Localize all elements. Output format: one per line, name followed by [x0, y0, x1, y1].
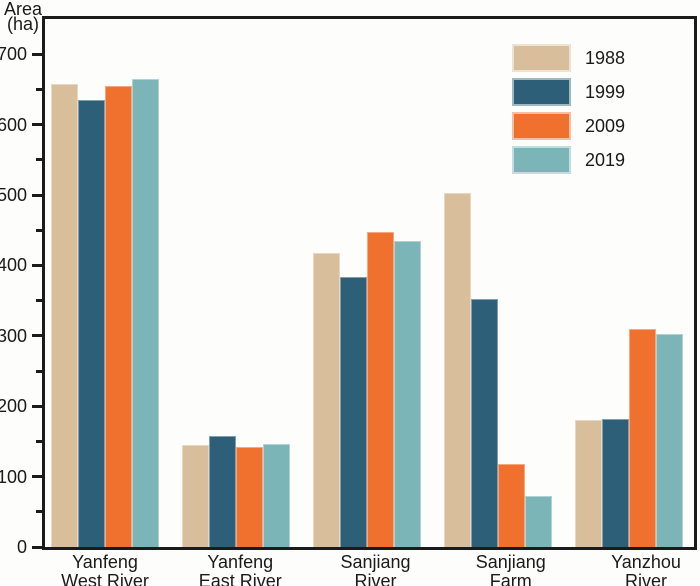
- y-axis-title-line2: (ha): [6, 14, 39, 34]
- y-minor-tick: [36, 439, 42, 443]
- bar-2019: [394, 241, 421, 547]
- category-label-line1: Yanfeng: [207, 552, 274, 572]
- legend-item: 1999: [512, 78, 625, 106]
- bar-2019: [525, 496, 552, 547]
- y-tick-label: 200: [0, 396, 27, 417]
- y-minor-tick: [36, 510, 42, 514]
- y-tick-label: 0: [16, 537, 27, 557]
- y-minor-tick: [36, 158, 42, 162]
- category-label-line1: Yanfeng: [72, 552, 138, 572]
- category-label-line1: Yanzhou: [611, 552, 681, 572]
- category-label-line1: Sanjiang: [340, 552, 411, 572]
- bar-2009: [367, 232, 394, 547]
- bar-group: [444, 19, 552, 547]
- category-label-line2: Farm: [489, 571, 532, 586]
- legend-item: 2009: [512, 112, 625, 140]
- y-major-tick: [32, 263, 42, 267]
- y-major-tick: [32, 545, 42, 549]
- bar-2009: [105, 85, 132, 547]
- bar-1999: [78, 99, 105, 547]
- legend-label: 1999: [585, 82, 626, 102]
- category-label: Yanfeng West River: [51, 553, 159, 586]
- legend-label: 2019: [585, 150, 626, 170]
- category-label-line1: Sanjiang: [475, 552, 546, 572]
- category-label: Sanjiang Farm: [457, 553, 565, 586]
- legend: 1988 1999 2009 2019: [512, 44, 625, 180]
- y-tick-label: 300: [0, 325, 27, 346]
- category-label-line2: East River: [198, 571, 282, 586]
- bar-1988: [444, 192, 471, 547]
- legend-swatch-1999: [512, 78, 571, 106]
- y-major-tick: [32, 334, 42, 338]
- bar-2009: [236, 447, 263, 547]
- y-tick-label: 100: [0, 466, 27, 487]
- bar-group: [313, 19, 421, 547]
- legend-item: 1988: [512, 44, 625, 72]
- category-label: Sanjiang River: [322, 553, 430, 586]
- legend-label: 1988: [585, 48, 626, 68]
- category-label: Yanzhou River: [592, 553, 700, 586]
- bars-container: [45, 19, 694, 547]
- y-tick-label: 600: [0, 114, 27, 135]
- category-label-line2: River: [624, 571, 667, 586]
- y-major-tick: [32, 475, 42, 479]
- y-major-tick: [32, 404, 42, 408]
- category-label-line2: River: [354, 571, 397, 586]
- bar-1988: [182, 444, 209, 547]
- bar-1988: [51, 83, 78, 547]
- bar-1999: [602, 418, 629, 547]
- bar-1999: [340, 277, 367, 547]
- y-axis-title: Area (ha): [1, 0, 45, 34]
- bar-group: [51, 19, 159, 547]
- bar-1988: [575, 420, 602, 547]
- bar-group: [182, 19, 290, 547]
- y-tick-label: 400: [0, 255, 27, 276]
- category-label: Yanfeng East River: [186, 553, 294, 586]
- bar-2019: [656, 334, 683, 547]
- bar-2009: [498, 463, 525, 547]
- y-tick-label: 700: [0, 44, 27, 65]
- y-tick-label: 500: [0, 185, 27, 206]
- plot-area: 0 100 200 300 400 500 600 700 1988 1999 2009 2019: [0, 16, 697, 557]
- x-axis-labels: Yanfeng West River Yanfeng East River Sanjia…: [45, 553, 700, 586]
- y-major-tick: [32, 52, 42, 56]
- legend-swatch-2019: [512, 146, 571, 174]
- bar-1988: [313, 253, 340, 547]
- category-label-line2: West River: [61, 571, 149, 586]
- bar-2009: [629, 328, 656, 547]
- legend-swatch-1988: [512, 44, 571, 72]
- y-minor-tick: [36, 228, 42, 232]
- y-axis-title-line1: Area: [3, 0, 43, 19]
- y-major-tick: [32, 193, 42, 197]
- y-minor-tick: [36, 299, 42, 303]
- bar-1999: [209, 435, 236, 547]
- y-minor-tick: [36, 87, 42, 91]
- y-axis-ticks: 0 100 200 300 400 500 600 700: [0, 19, 694, 557]
- y-major-tick: [32, 123, 42, 127]
- legend-item: 2019: [512, 146, 625, 174]
- legend-swatch-2009: [512, 112, 571, 140]
- bar-group: [575, 19, 683, 547]
- bar-2019: [132, 78, 159, 547]
- bar-2019: [263, 444, 290, 547]
- bar-1999: [471, 299, 498, 547]
- y-minor-tick: [36, 369, 42, 373]
- legend-label: 2009: [585, 116, 626, 136]
